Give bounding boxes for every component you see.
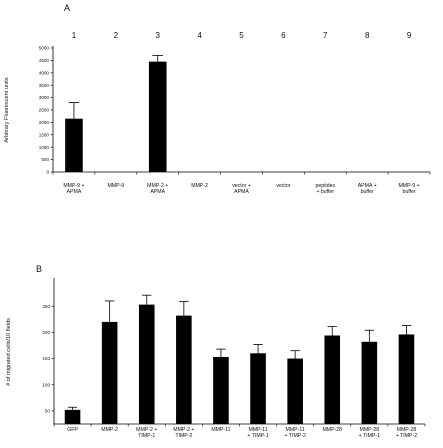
column-number-a: 2 — [114, 31, 119, 40]
y-tick-label-b: 250 — [42, 304, 50, 309]
column-number-a: 6 — [281, 31, 286, 40]
panel-label-b: B — [36, 264, 42, 274]
category-label-a: APMA + — [358, 183, 377, 189]
column-number-a: 9 — [407, 31, 412, 40]
category-label-a: APMA — [67, 189, 82, 195]
bar-a — [65, 118, 83, 172]
bar-b — [213, 356, 229, 424]
bar-b — [398, 334, 415, 424]
category-label-b: MMP-11 — [286, 427, 305, 433]
bar-a — [148, 61, 167, 172]
column-number-a: 5 — [239, 31, 244, 40]
bar-b — [324, 335, 341, 424]
category-label-b: MMP-28 — [360, 427, 380, 433]
category-label-b: MMP-11 — [211, 427, 230, 433]
category-label-a: vector — [276, 183, 290, 189]
y-tick-label-a: 2000 — [39, 120, 50, 125]
y-tick-label-b: 150 — [42, 356, 50, 361]
category-label-b: MMP-2 — [101, 427, 118, 433]
category-label-a: APMA — [150, 189, 165, 195]
category-label-a: + buffer — [316, 189, 334, 195]
bar-b — [361, 341, 378, 424]
category-label-a: buffer — [402, 189, 415, 195]
category-label-b: + TIMP-2 — [284, 433, 305, 439]
category-label-b: MMP-28 — [397, 427, 417, 433]
bar-b — [138, 304, 155, 424]
category-label-a: APMA — [234, 189, 249, 195]
bar-b — [64, 409, 81, 424]
bar-b — [287, 358, 303, 424]
column-number-a: 1 — [72, 31, 77, 40]
column-number-a: 4 — [197, 31, 202, 40]
category-label-a: vector + — [232, 183, 251, 189]
panel-a-chart: A 0 500 1000 1500 2000 2500 3000 3500 4000 4500 500… — [4, 3, 431, 195]
y-tick-label-b: 200 — [42, 330, 50, 335]
y-axis-label-b: # of migrated cells/10 fields — [6, 318, 12, 386]
category-label-a: MMP-9 — [107, 183, 124, 189]
category-label-a: MMP-9 + — [398, 183, 419, 189]
column-number-a: 8 — [365, 31, 370, 40]
bar-b — [101, 321, 118, 424]
y-tick-label-b: 100 — [42, 382, 50, 387]
y-tick-label-a: 500 — [41, 157, 49, 162]
category-label-b: TIMP-1 — [138, 433, 155, 439]
column-number-a: 3 — [155, 31, 160, 40]
category-label-a: buffer — [361, 189, 374, 195]
panel-b-chart: B 50 100 150 200 250 # of migrated cells/10 fi… — [6, 264, 426, 439]
y-axis-label-a: Arbitrary Fluorescent units — [4, 77, 10, 142]
category-label-a: MMP-9 + — [63, 183, 84, 189]
category-label-b: + TIMP-1 — [247, 433, 268, 439]
y-tick-label-a: 2500 — [39, 108, 50, 113]
category-label-b: MMP-11 — [248, 427, 267, 433]
y-tick-label-a: 0 — [46, 170, 49, 175]
y-tick-label-a: 3000 — [39, 95, 50, 100]
category-label-b: + TIMP-2 — [396, 433, 417, 439]
y-tick-label-a: 1000 — [39, 145, 50, 150]
bar-b — [250, 353, 266, 424]
y-tick-label-a: 4500 — [39, 58, 50, 63]
category-label-a: peptides — [315, 183, 335, 189]
category-label-a: MMP-2 — [191, 183, 208, 189]
category-label-a: MMP-2 + — [147, 183, 168, 189]
y-tick-label-a: 4000 — [39, 70, 50, 75]
y-tick-label-b: 50 — [45, 409, 51, 414]
category-label-b: MMP-28 — [322, 427, 342, 433]
panel-label-a: A — [64, 3, 70, 13]
y-tick-label-a: 1500 — [39, 132, 50, 137]
column-number-a: 7 — [323, 31, 328, 40]
category-label-b: GFP — [67, 427, 78, 433]
category-label-b: MMP-2 + — [173, 427, 194, 433]
category-label-b: MMP-2 + — [136, 427, 157, 433]
category-label-b: TIMP-2 — [175, 433, 192, 439]
y-tick-label-a: 3500 — [39, 83, 50, 88]
category-label-b: + TIMP-1 — [359, 433, 380, 439]
bar-b — [176, 315, 192, 424]
y-tick-label-a: 5000 — [39, 46, 50, 51]
